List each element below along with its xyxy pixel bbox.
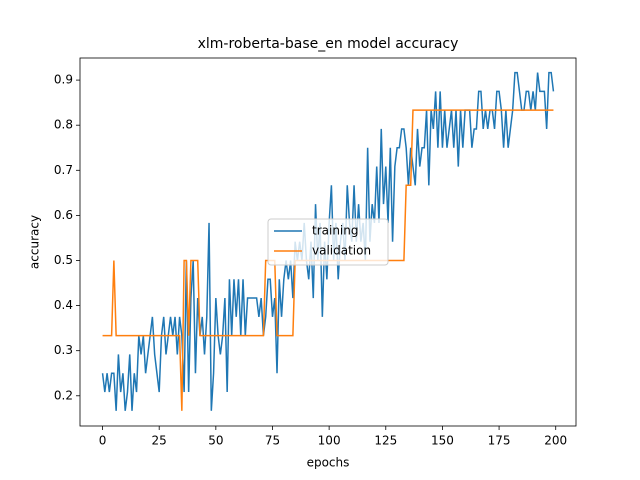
x-tick-label: 50 (208, 434, 223, 448)
y-tick-label: 0.4 (54, 298, 73, 312)
y-tick-label: 0.5 (54, 253, 73, 267)
y-axis-label: accuracy (28, 215, 42, 269)
legend-label: training (312, 224, 359, 238)
y-tick-label: 0.2 (54, 388, 73, 402)
legend: training validation (267, 218, 389, 266)
plot-frame (79, 57, 577, 427)
x-tick-label: 75 (265, 434, 280, 448)
chart-title: xlm-roberta-base_en model accuracy (198, 36, 459, 52)
x-tick-label: 125 (374, 434, 397, 448)
x-tick-label: 0 (99, 434, 107, 448)
x-axis-label: epochs (307, 456, 350, 470)
y-tick-label: 0.7 (54, 163, 73, 177)
x-tick-label: 100 (318, 434, 341, 448)
y-tick-label: 0.9 (54, 73, 73, 87)
y-tick-label: 0.3 (54, 343, 73, 357)
x-tick-label: 200 (544, 434, 567, 448)
y-tick-label: 0.8 (54, 118, 73, 132)
x-tick-label: 175 (488, 434, 511, 448)
x-tick-label: 25 (152, 434, 167, 448)
y-tick-label: 0.6 (54, 208, 73, 222)
legend-label: validation (312, 244, 371, 258)
x-tick-label: 150 (431, 434, 454, 448)
